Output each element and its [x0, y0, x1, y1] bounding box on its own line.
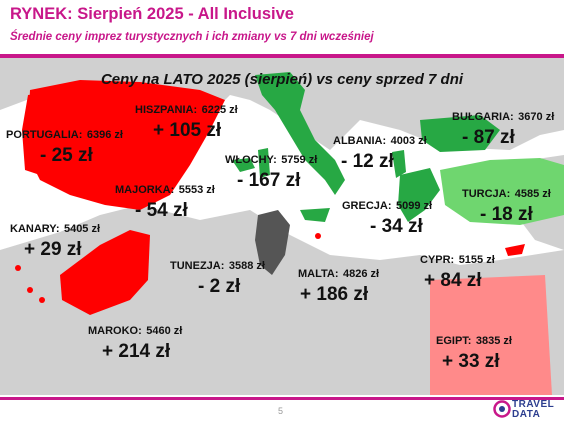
region-cyprus [505, 244, 525, 256]
destination-price: 4003 zł [390, 135, 427, 147]
slide-title: RYNEK: Sierpień 2025 - All Inclusive [10, 5, 294, 23]
label-portugalia: PORTUGALIA: 6396 zł - 25 zł [6, 125, 123, 167]
header-divider [0, 54, 564, 58]
label-kanary: KANARY: 5405 zł + 29 zł [10, 219, 100, 261]
destination-name: TURCJA: [462, 188, 511, 200]
destination-name: TUNEZJA: [170, 260, 225, 272]
destination-name: KANARY: [10, 223, 60, 235]
destination-price: 3670 zł [518, 111, 555, 123]
destination-change: - 34 zł [370, 216, 423, 237]
destination-name: HISZPANIA: [135, 104, 198, 116]
label-hiszpania: HISZPANIA: 6225 zł + 105 zł [135, 100, 238, 142]
slide-subtitle: Średnie ceny imprez turystycznych i ich … [10, 31, 374, 43]
label-egipt: EGIPT: 3835 zł + 33 zł [436, 331, 512, 373]
page-number: 5 [278, 406, 284, 416]
destination-price: 5405 zł [63, 223, 101, 235]
logo-word-travel: TRAVEL [512, 399, 555, 410]
logo-word-data: DATA [512, 409, 541, 420]
destination-change: + 84 zł [424, 270, 482, 291]
destination-name: CYPR: [420, 254, 455, 266]
region-majorca [232, 158, 255, 172]
destination-price: 5099 zł [395, 200, 433, 212]
destination-change: + 33 zł [442, 351, 500, 372]
destination-change: + 29 zł [24, 239, 82, 260]
region-canary-1 [15, 265, 21, 271]
destination-change: - 167 zł [237, 170, 301, 191]
label-cypr: CYPR: 5155 zł + 84 zł [420, 250, 495, 292]
destination-change: - 12 zł [341, 151, 394, 172]
footer-divider [0, 397, 564, 400]
destination-name: EGIPT: [436, 335, 472, 347]
map-title: Ceny na LATO 2025 (sierpień) vs ceny spr… [100, 71, 464, 88]
label-malta: MALTA: 4826 zł + 186 zł [298, 264, 379, 306]
logo-ring-icon [493, 400, 511, 418]
destination-price: 5553 zł [178, 184, 215, 196]
destination-change: - 2 zł [198, 276, 241, 297]
region-tunisia [255, 210, 290, 275]
label-maroko: MAROKO: 5460 zł + 214 zł [88, 321, 182, 363]
region-morocco [60, 230, 150, 315]
destination-name: ALBANIA: [333, 135, 387, 147]
region-sicily [300, 208, 330, 222]
label-albania: ALBANIA: 4003 zł - 12 zł [333, 131, 427, 173]
destination-change: + 214 zł [102, 341, 171, 362]
destination-change: - 87 zł [462, 127, 515, 148]
region-sardinia [258, 148, 270, 178]
destination-price: 6225 zł [201, 104, 238, 116]
destination-change: + 105 zł [153, 120, 222, 141]
region-portugal-coast [22, 92, 52, 175]
destination-price: 6396 zł [86, 129, 123, 141]
destination-name: BUŁGARIA: [452, 111, 514, 123]
region-malta [315, 233, 321, 239]
label-majorka: MAJORKA: 5553 zł - 54 zł [115, 180, 215, 222]
destination-price: 4826 zł [342, 268, 380, 280]
destination-change: - 18 zł [480, 204, 533, 225]
destination-price: 5155 zł [458, 254, 495, 266]
destination-name: MALTA: [298, 268, 339, 280]
region-egypt [430, 275, 552, 395]
region-canary-3 [39, 297, 45, 303]
region-bulgaria [420, 115, 500, 152]
region-albania [392, 150, 406, 178]
region-greece [398, 168, 440, 222]
destination-price: 3835 zł [475, 335, 512, 347]
destination-change: + 186 zł [300, 284, 369, 305]
destination-name: PORTUGALIA: [6, 129, 83, 141]
label-bulgaria: BUŁGARIA: 3670 zł - 87 zł [452, 107, 554, 149]
destination-name: GRECJA: [342, 200, 392, 212]
destination-name: MAJORKA: [115, 184, 175, 196]
destination-change: - 25 zł [40, 145, 93, 166]
mediterranean-map [0, 58, 564, 395]
destination-name: WŁOCHY: [225, 154, 277, 166]
label-turcja: TURCJA: 4585 zł - 18 zł [462, 184, 551, 226]
region-spain-portugal [28, 80, 225, 210]
destination-price: 5460 zł [146, 325, 183, 337]
label-wlochy: WŁOCHY: 5759 zł - 167 zł [225, 150, 317, 192]
destination-price: 3588 zł [228, 260, 265, 272]
destination-price: 4585 zł [514, 188, 551, 200]
destination-price: 5759 zł [281, 154, 318, 166]
region-italy [255, 72, 345, 195]
destination-name: MAROKO: [88, 325, 142, 337]
label-grecja: GRECJA: 5099 zł - 34 zł [342, 196, 432, 238]
travel-data-logo: TRAVEL DATA [492, 398, 560, 422]
destination-change: - 54 zł [135, 200, 188, 221]
region-turkey [440, 158, 564, 225]
label-tunezja: TUNEZJA: 3588 zł - 2 zł [170, 256, 265, 298]
region-canary-2 [27, 287, 33, 293]
